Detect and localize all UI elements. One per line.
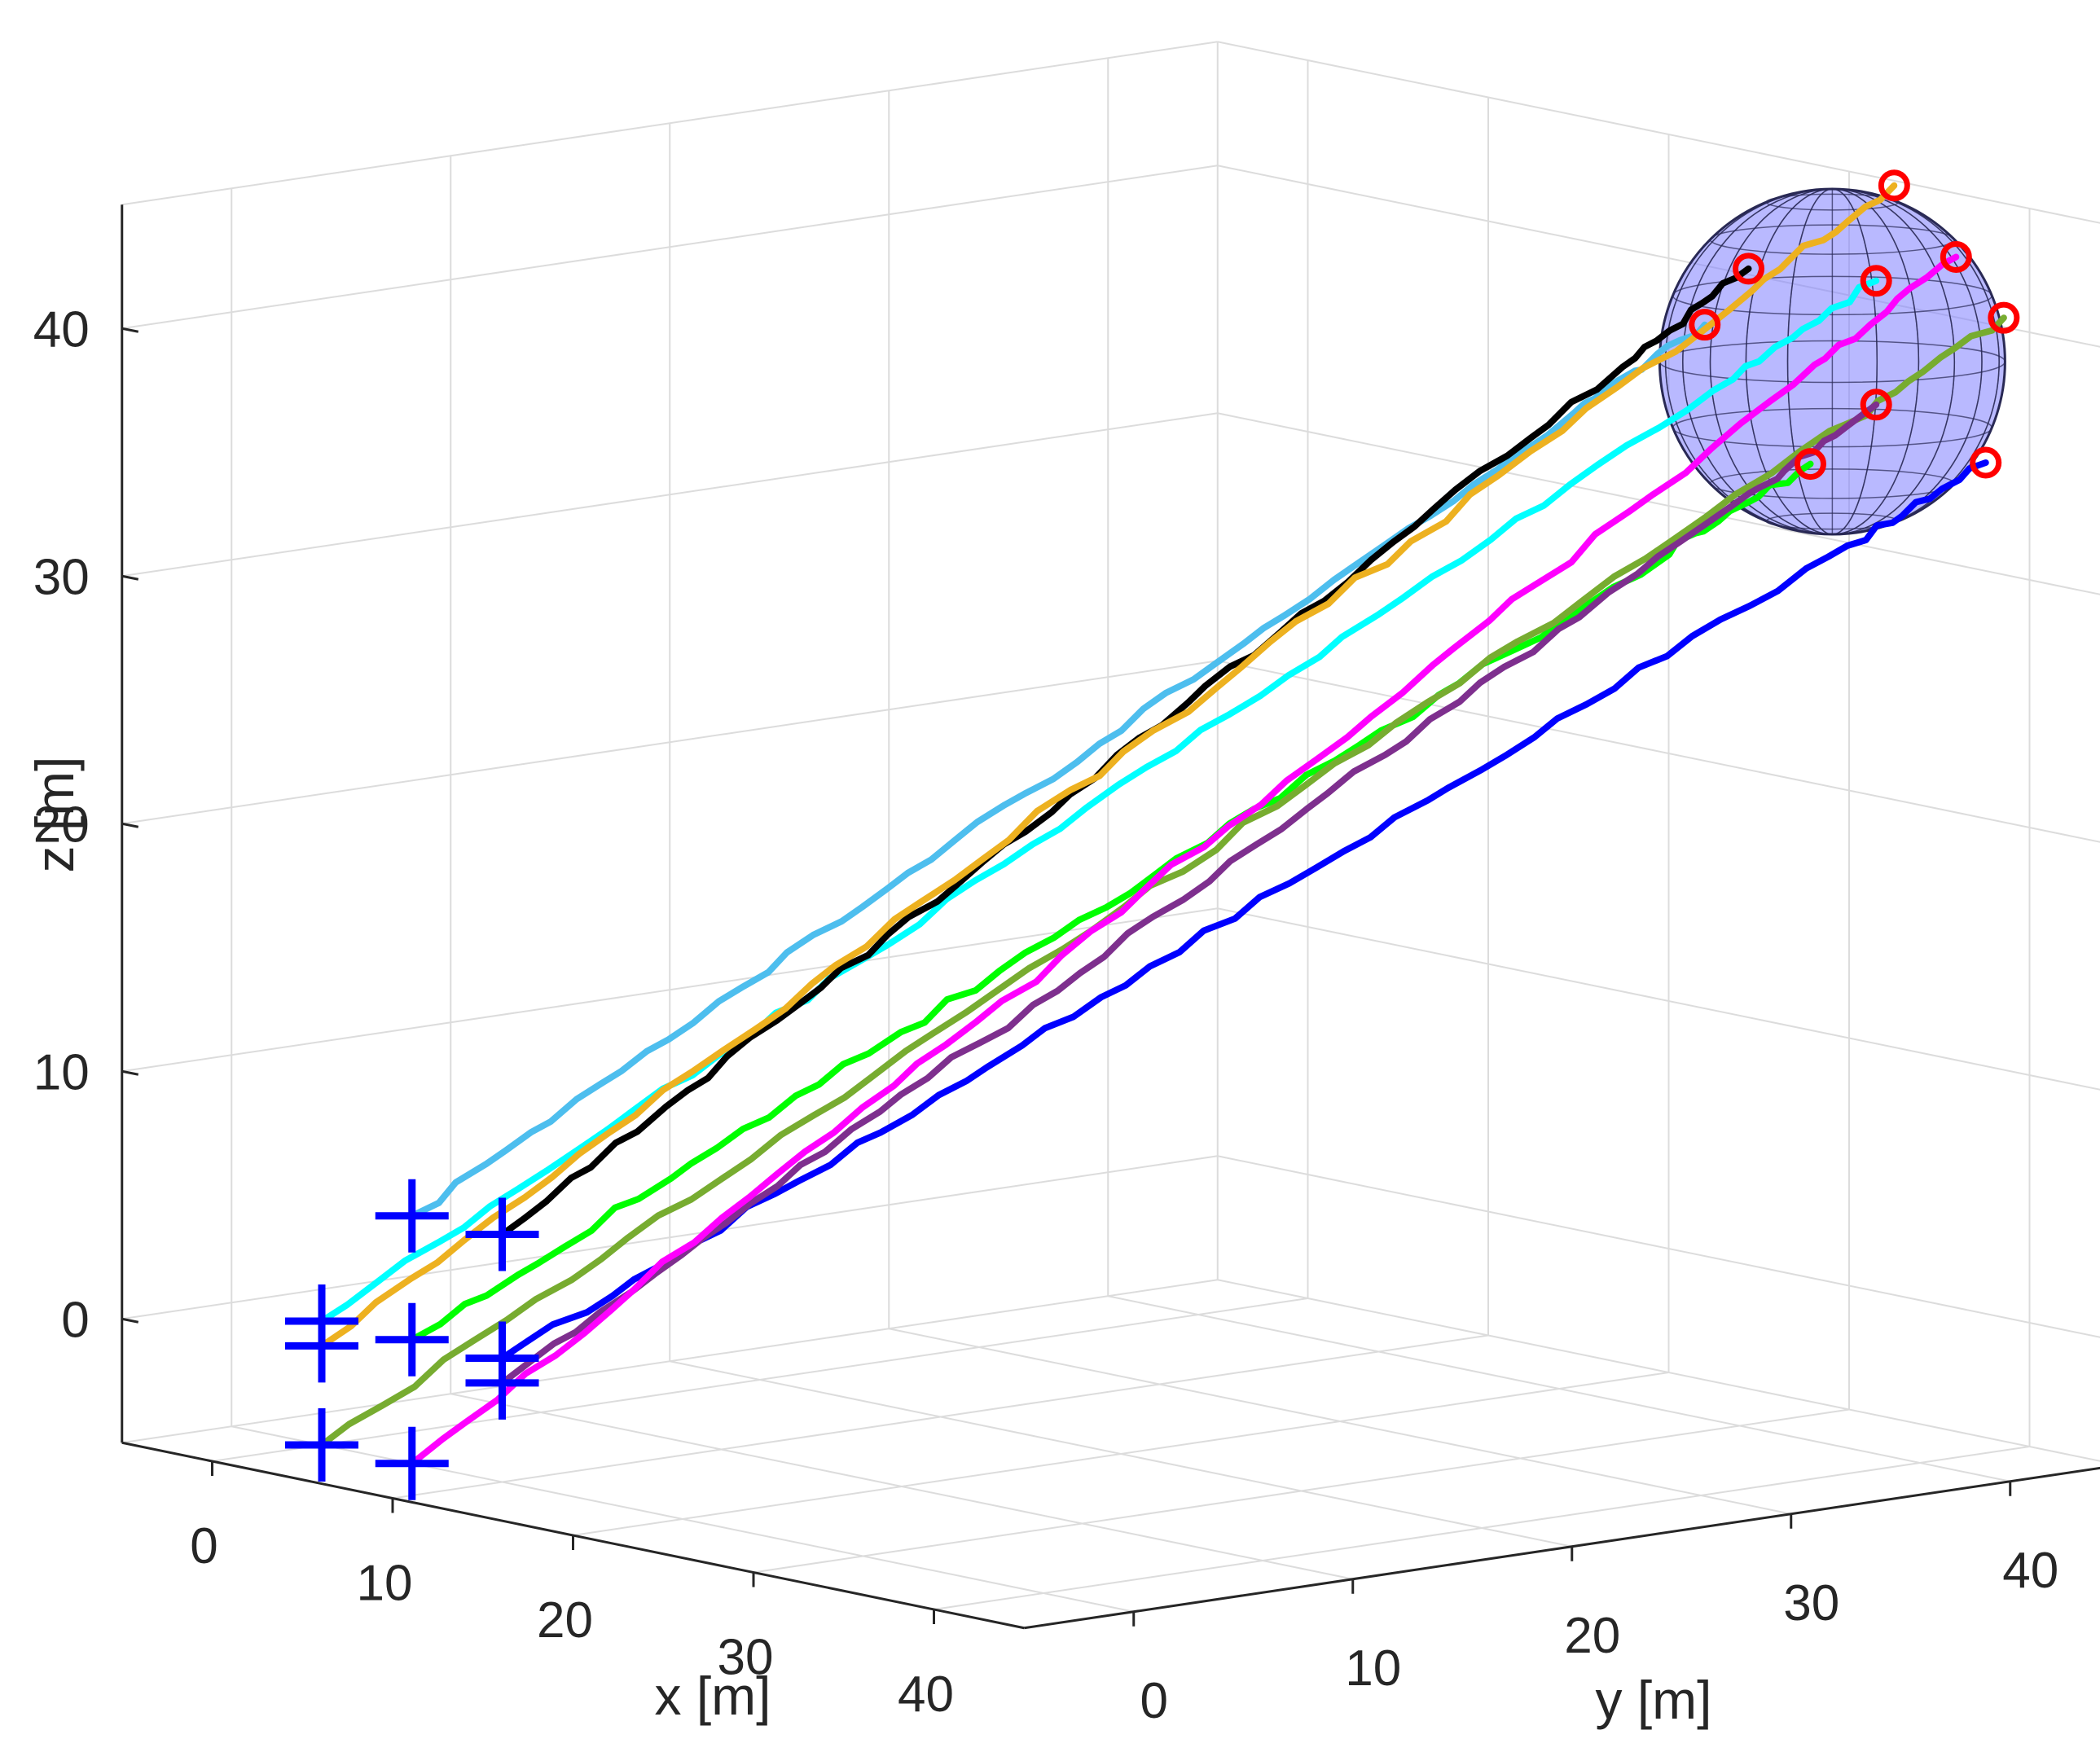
- trajectory-line: [319, 182, 1898, 1350]
- y-axis-line: [1024, 1466, 2100, 1630]
- end-marker: [1860, 265, 1892, 297]
- grid-line: [121, 660, 1218, 825]
- z-tick-label: 40: [33, 301, 90, 358]
- trajectory-line: [319, 277, 1880, 1324]
- z-tick-mark: [121, 574, 139, 581]
- end-marker: [1970, 446, 2002, 479]
- markers-group: [285, 169, 2020, 1500]
- grid-line: [1217, 412, 2100, 595]
- grid-line: [670, 1360, 1572, 1548]
- z-tick-label: 10: [33, 1044, 90, 1100]
- x-tick-label: 30: [718, 1630, 774, 1686]
- z-tick-mark: [121, 1069, 139, 1076]
- grid: [121, 41, 2100, 1613]
- end-marker: [1860, 389, 1892, 421]
- x-axis-label: x [m]: [655, 1666, 771, 1726]
- grid-line: [1217, 660, 2100, 843]
- sphere-longitude: [1664, 188, 2000, 535]
- end-marker: [1878, 169, 1910, 202]
- end-marker: [1733, 252, 1765, 285]
- grid-line: [889, 1328, 1791, 1515]
- z-tick-label: 20: [33, 797, 90, 853]
- grid-edge: [1217, 41, 2100, 224]
- y-tick-label: 10: [1345, 1640, 1401, 1697]
- grid-line: [753, 1408, 1850, 1574]
- trajectory-line: [499, 401, 1880, 1386]
- z-tick-mark: [121, 822, 139, 828]
- tick-labels: 0 10 20 30 40 0 10 20 30 40 0 10 20 30 40: [33, 301, 2058, 1729]
- y-tick-label: 0: [1140, 1673, 1168, 1729]
- end-marker: [1988, 301, 2020, 334]
- z-axis-label: z [m]: [24, 757, 85, 873]
- y-tick-label: 20: [1564, 1608, 1620, 1664]
- y-tick-label: 30: [1783, 1575, 1839, 1631]
- trajectory-line: [499, 265, 1752, 1238]
- z-tick-label: 0: [61, 1292, 89, 1348]
- grid-edge: [1217, 1279, 2100, 1462]
- x-tick-label: 20: [537, 1592, 593, 1649]
- axes: [121, 204, 2100, 1630]
- y-axis-label: y [m]: [1596, 1670, 1712, 1730]
- end-marker: [1940, 241, 1972, 273]
- y-tick-label: 40: [2002, 1543, 2058, 1599]
- grid-edge: [121, 1279, 1218, 1444]
- grid-line: [1108, 1295, 2010, 1482]
- x-tick-label: 10: [357, 1556, 413, 1612]
- trajectory-line: [319, 314, 2007, 1448]
- grid-line: [1217, 907, 2100, 1091]
- trajectory-line: [408, 253, 1960, 1467]
- grid-line: [1217, 1155, 2100, 1338]
- trajectory-line: [408, 321, 1708, 1219]
- x-tick-label: 40: [898, 1666, 954, 1723]
- z-tick-mark: [121, 1317, 139, 1324]
- trajectory-line: [499, 459, 1989, 1362]
- z-tick-mark: [121, 327, 139, 333]
- series-group: [319, 182, 2007, 1467]
- grid-line: [934, 1446, 2030, 1610]
- grid-line: [121, 165, 1218, 330]
- end-marker: [1689, 309, 1721, 341]
- end-marker: [1795, 448, 1826, 481]
- x-tick-label: 0: [190, 1518, 217, 1574]
- grid-edge: [121, 41, 1218, 206]
- z-tick-label: 30: [33, 549, 90, 605]
- grid-line: [121, 412, 1218, 577]
